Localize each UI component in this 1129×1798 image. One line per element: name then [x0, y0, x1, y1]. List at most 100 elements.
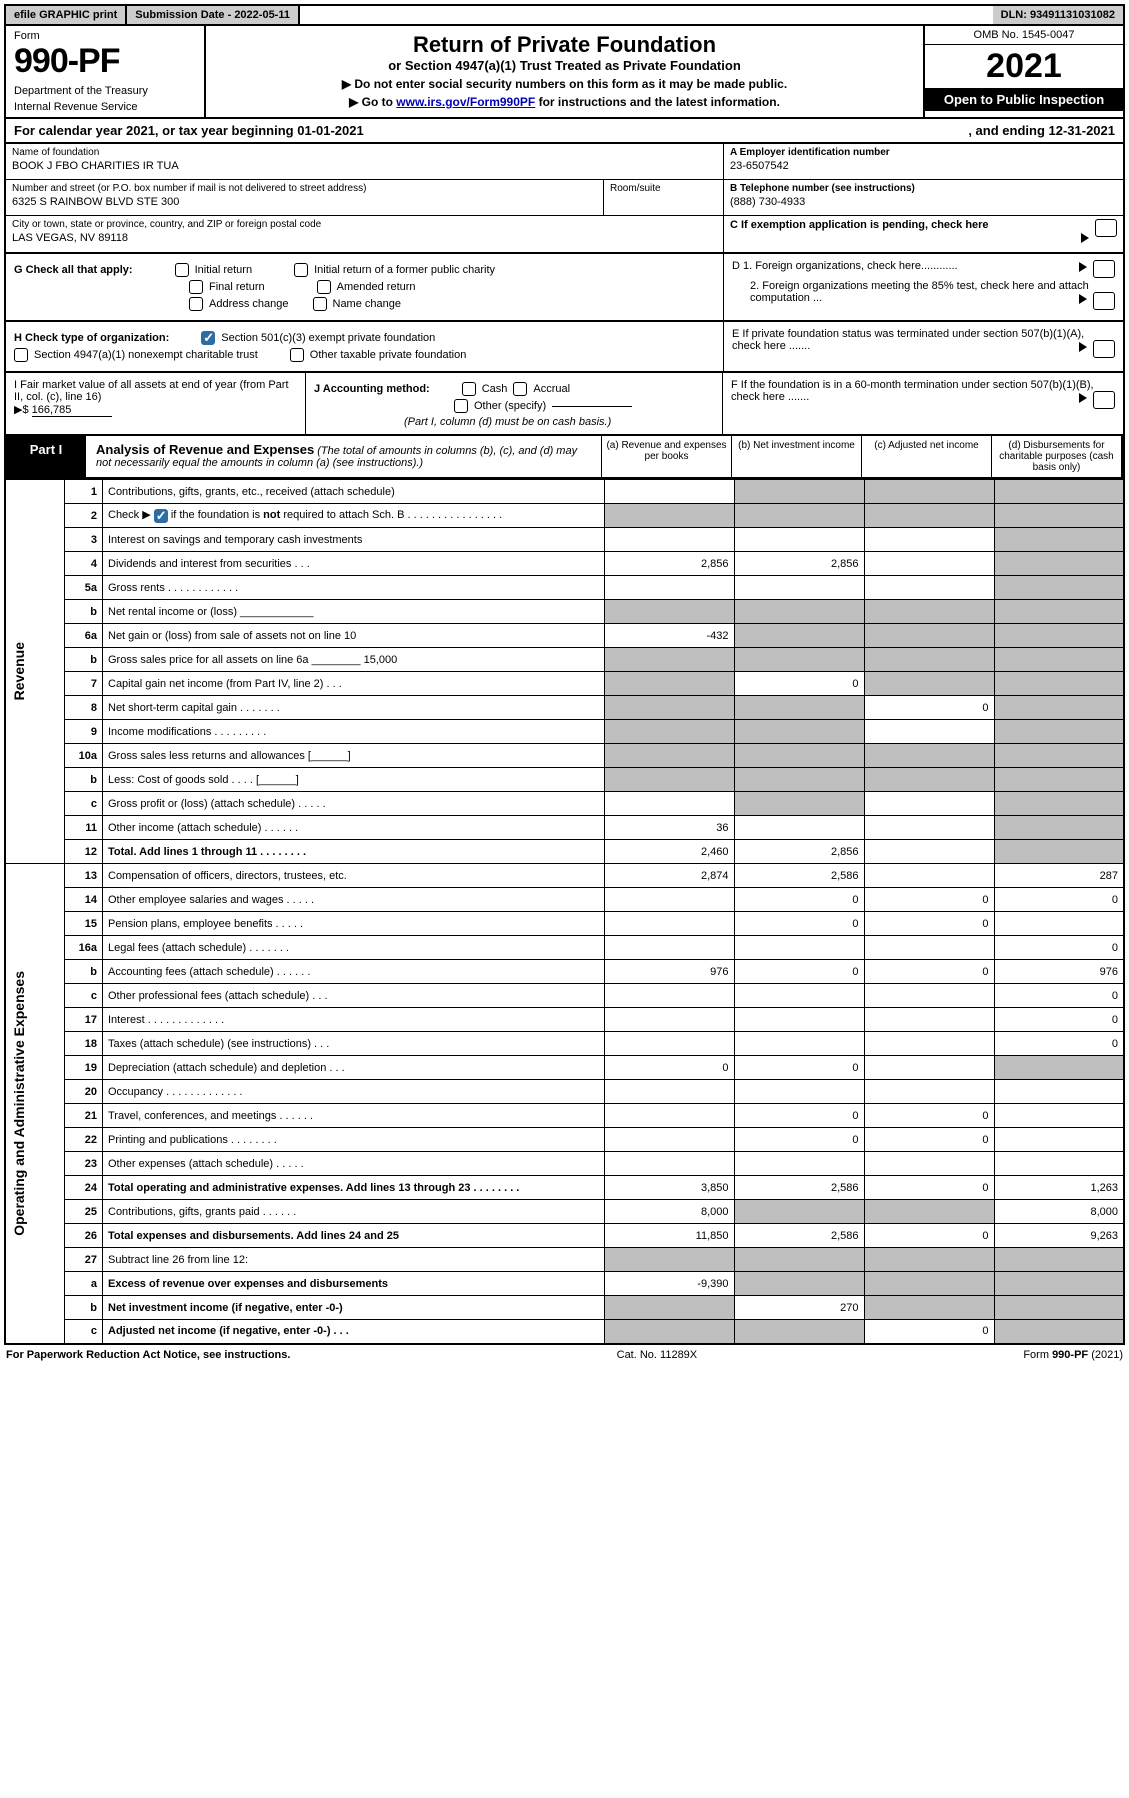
id-left: Name of foundation BOOK J FBO CHARITIES … — [6, 144, 723, 252]
footer-right: Form 990-PF (2021) — [1023, 1349, 1123, 1361]
line-description: Gross sales price for all assets on line… — [103, 648, 605, 672]
table-row: 19Depreciation (attach schedule) and dep… — [5, 1056, 1124, 1080]
instr-1: ▶ Do not enter social security numbers o… — [212, 77, 917, 91]
calendar-year-row: For calendar year 2021, or tax year begi… — [4, 119, 1125, 144]
checkbox-sch-b[interactable] — [154, 509, 168, 523]
line-description: Taxes (attach schedule) (see instruction… — [103, 1032, 605, 1056]
line-number: c — [65, 984, 103, 1008]
table-row: cAdjusted net income (if negative, enter… — [5, 1320, 1124, 1344]
instr-2: ▶ Go to www.irs.gov/Form990PF for instru… — [212, 95, 917, 109]
part-1-tab: Part I — [6, 436, 86, 477]
checkbox-initial[interactable] — [175, 263, 189, 277]
checkbox-amended[interactable] — [317, 280, 331, 294]
form-header: Form 990-PF Department of the Treasury I… — [4, 26, 1125, 119]
table-row: 9Income modifications . . . . . . . . . — [5, 720, 1124, 744]
checkbox-other-method[interactable] — [454, 399, 468, 413]
line-number: 23 — [65, 1152, 103, 1176]
checkbox-c[interactable] — [1095, 219, 1117, 237]
checkbox-f[interactable] — [1093, 391, 1115, 409]
checkbox-other-taxable[interactable] — [290, 348, 304, 362]
part-1-header: Part I Analysis of Revenue and Expenses … — [4, 436, 1125, 479]
g-d-block: G Check all that apply: Initial return I… — [4, 254, 1125, 322]
line-number: 26 — [65, 1224, 103, 1248]
open-to-public: Open to Public Inspection — [925, 88, 1123, 111]
table-row: 2Check ▶ if the foundation is not requir… — [5, 504, 1124, 528]
table-row: bLess: Cost of goods sold . . . . [_____… — [5, 768, 1124, 792]
table-row: 14Other employee salaries and wages . . … — [5, 888, 1124, 912]
arrow-icon — [1081, 233, 1089, 243]
j-section: J Accounting method: Cash Accrual Other … — [306, 373, 723, 434]
table-row: bGross sales price for all assets on lin… — [5, 648, 1124, 672]
line-description: Occupancy . . . . . . . . . . . . . — [103, 1080, 605, 1104]
line-description: Less: Cost of goods sold . . . . [______… — [103, 768, 605, 792]
table-row: 20Occupancy . . . . . . . . . . . . . — [5, 1080, 1124, 1104]
checkbox-initial-former[interactable] — [294, 263, 308, 277]
line-number: 16a — [65, 936, 103, 960]
checkbox-4947[interactable] — [14, 348, 28, 362]
line-number: b — [65, 768, 103, 792]
line-description: Net rental income or (loss) ____________ — [103, 600, 605, 624]
line-description: Total expenses and disbursements. Add li… — [103, 1224, 605, 1248]
table-row: cOther professional fees (attach schedul… — [5, 984, 1124, 1008]
city-state-zip: LAS VEGAS, NV 89118 — [12, 232, 717, 244]
table-row: 22Printing and publications . . . . . . … — [5, 1128, 1124, 1152]
table-row: Revenue1Contributions, gifts, grants, et… — [5, 480, 1124, 504]
col-a-header: (a) Revenue and expenses per books — [601, 436, 731, 477]
identity-block: Name of foundation BOOK J FBO CHARITIES … — [4, 144, 1125, 254]
i-j-f-block: I Fair market value of all assets at end… — [4, 373, 1125, 436]
line-description: Gross rents . . . . . . . . . . . . — [103, 576, 605, 600]
part-1-title: Analysis of Revenue and Expenses (The to… — [86, 436, 601, 477]
line-number: 14 — [65, 888, 103, 912]
table-row: bNet investment income (if negative, ent… — [5, 1296, 1124, 1320]
efile-label: efile GRAPHIC print — [6, 6, 127, 24]
checkbox-accrual[interactable] — [513, 382, 527, 396]
table-row: 4Dividends and interest from securities … — [5, 552, 1124, 576]
tax-year: 2021 — [925, 45, 1123, 88]
table-row: 25Contributions, gifts, grants paid . . … — [5, 1200, 1124, 1224]
checkbox-cash[interactable] — [462, 382, 476, 396]
line-description: Other income (attach schedule) . . . . .… — [103, 816, 605, 840]
table-row: 10aGross sales less returns and allowanc… — [5, 744, 1124, 768]
foundation-name-row: Name of foundation BOOK J FBO CHARITIES … — [6, 144, 723, 180]
exemption-pending-row: C If exemption application is pending, c… — [724, 216, 1123, 252]
checkbox-final[interactable] — [189, 280, 203, 294]
checkbox-e[interactable] — [1093, 340, 1115, 358]
line-description: Legal fees (attach schedule) . . . . . .… — [103, 936, 605, 960]
line-description: Excess of revenue over expenses and disb… — [103, 1272, 605, 1296]
line-number: 3 — [65, 528, 103, 552]
f-section: F If the foundation is in a 60-month ter… — [723, 373, 1123, 434]
checkbox-d1[interactable] — [1093, 260, 1115, 278]
table-row: 24Total operating and administrative exp… — [5, 1176, 1124, 1200]
line-description: Income modifications . . . . . . . . . — [103, 720, 605, 744]
line-description: Capital gain net income (from Part IV, l… — [103, 672, 605, 696]
table-row: 16aLegal fees (attach schedule) . . . . … — [5, 936, 1124, 960]
form-number: 990-PF — [14, 42, 196, 81]
table-row: 5aGross rents . . . . . . . . . . . . — [5, 576, 1124, 600]
e-section: E If private foundation status was termi… — [723, 322, 1123, 371]
col-c-header: (c) Adjusted net income — [861, 436, 991, 477]
city-row: City or town, state or province, country… — [6, 216, 723, 252]
room-suite: Room/suite — [603, 180, 723, 215]
line-number: 1 — [65, 480, 103, 504]
line-description: Accounting fees (attach schedule) . . . … — [103, 960, 605, 984]
table-row: 3Interest on savings and temporary cash … — [5, 528, 1124, 552]
line-description: Compensation of officers, directors, tru… — [103, 864, 605, 888]
line-description: Gross sales less returns and allowances … — [103, 744, 605, 768]
line-number: 2 — [65, 504, 103, 528]
checkbox-name[interactable] — [313, 297, 327, 311]
line-description: Other expenses (attach schedule) . . . .… — [103, 1152, 605, 1176]
checkbox-address[interactable] — [189, 297, 203, 311]
checkbox-d2[interactable] — [1093, 292, 1115, 310]
checkbox-501c3[interactable] — [201, 331, 215, 345]
line-number: 4 — [65, 552, 103, 576]
irs-link[interactable]: www.irs.gov/Form990PF — [396, 95, 535, 109]
line-number: c — [65, 792, 103, 816]
line-number: b — [65, 648, 103, 672]
g-section: G Check all that apply: Initial return I… — [6, 254, 723, 320]
form-subtitle: or Section 4947(a)(1) Trust Treated as P… — [212, 58, 917, 73]
col-b-header: (b) Net investment income — [731, 436, 861, 477]
irs-label: Internal Revenue Service — [14, 101, 196, 113]
arrow-icon — [1079, 342, 1087, 352]
table-row: Operating and Administrative Expenses13C… — [5, 864, 1124, 888]
column-headers: (a) Revenue and expenses per books (b) N… — [601, 436, 1123, 477]
